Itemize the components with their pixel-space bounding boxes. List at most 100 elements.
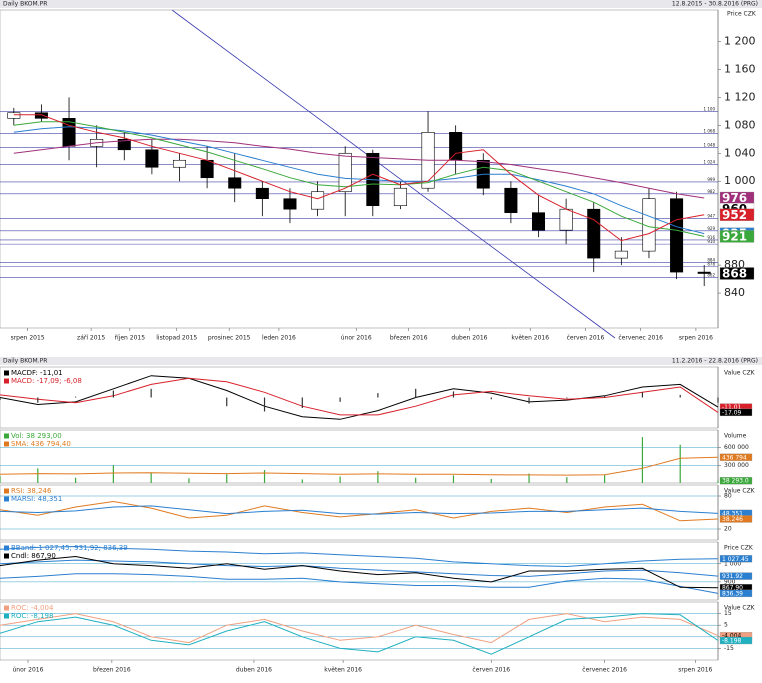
candle-body	[393, 187, 407, 206]
y-tick-label: 80	[724, 493, 732, 500]
candle-body	[200, 159, 214, 179]
price-tag-label: 867.90	[722, 585, 743, 592]
candle-body	[531, 212, 546, 231]
level-label: 878	[707, 261, 715, 266]
indicator-line	[0, 505, 719, 515]
price-tag-label: 931.92	[722, 573, 743, 580]
x-tick-label: listopad 2015	[156, 335, 197, 342]
indicator-bar	[566, 397, 568, 399]
indicator-bar	[112, 390, 114, 398]
legend-swatch	[4, 488, 9, 494]
legend-label: ROC: -8,198	[11, 612, 53, 620]
x-tick-label: prosinec 2015	[208, 335, 251, 342]
header-title: Daily BKOM.PR	[3, 358, 47, 365]
y-tick-label: 1 160	[724, 62, 756, 75]
level-label: 947	[707, 213, 715, 218]
price-tag	[719, 453, 753, 461]
indicator-line	[13, 138, 705, 199]
legend-swatch	[4, 441, 9, 447]
axis-unit: Volume	[724, 433, 747, 440]
axis-unit: Value CZK	[724, 605, 756, 612]
x-tick-label: únor 2016	[341, 335, 372, 342]
indicator-bar	[528, 473, 530, 483]
candle-body	[504, 187, 518, 213]
x-tick-label: srpen 2015	[11, 335, 45, 342]
legend-label: MACDF: -11,01	[11, 369, 63, 377]
x-tick-label: říjen 2015	[115, 335, 146, 342]
x-tick-label: červenec 2016	[582, 667, 627, 674]
indicator-bar	[37, 397, 39, 403]
indicator-bar	[717, 480, 719, 483]
indicator-bar	[263, 397, 266, 412]
candle-body	[670, 198, 684, 273]
indicator-bar	[641, 392, 644, 398]
indicator-bar	[263, 470, 266, 483]
legend-swatch	[4, 553, 9, 559]
price-tag-label: -4.004	[722, 633, 742, 640]
indicator-bar	[150, 388, 152, 398]
legend-label: SMA: 436 794,40	[11, 440, 71, 448]
indicator-bar	[226, 397, 228, 407]
price-tag-label: 38.246	[722, 516, 743, 523]
x-tick-label: září 2015	[77, 335, 105, 342]
price-tag-label: 436 794	[722, 454, 747, 461]
indicator-bar	[0, 475, 1, 483]
level-label: 929	[707, 226, 715, 231]
candle-body	[614, 250, 628, 259]
indicator-bar	[112, 465, 114, 483]
indicator-line	[13, 114, 705, 242]
indicator-bar	[74, 477, 77, 483]
y-tick-label: 1 000	[724, 560, 741, 567]
indicator-bar	[74, 396, 77, 398]
legend-swatch	[4, 370, 9, 376]
y-tick-label: 15	[724, 610, 732, 617]
indicator-bar	[717, 397, 719, 403]
price-tag-label: -8.198	[722, 638, 742, 645]
indicator-bar	[415, 388, 417, 398]
indicator-bar	[301, 397, 303, 408]
indicator-bar	[528, 397, 530, 404]
indicator-bar	[679, 394, 681, 398]
indicator-bar	[339, 476, 341, 483]
x-tick-label: srpen 2016	[679, 335, 713, 342]
level-label: 1 048	[704, 143, 716, 148]
legend-label: MACD: -17,09; -6,08	[11, 377, 82, 385]
legend-swatch	[4, 605, 9, 611]
axis-unit: Value CZK	[724, 488, 756, 495]
price-tag	[719, 515, 753, 523]
price-tag-label: 1 027.45	[722, 556, 749, 563]
legend-swatch	[4, 545, 9, 551]
axis-unit: Price CZK	[727, 11, 757, 18]
candle-body	[311, 191, 325, 210]
x-tick-label: duben 2016	[236, 667, 272, 674]
y-tick-label: 1 080	[724, 118, 756, 131]
x-tick-label: květen 2016	[324, 667, 362, 674]
header-bar	[0, 357, 762, 365]
y-tick-label: 1 200	[724, 34, 756, 47]
y-tick-label: -15	[724, 645, 734, 652]
candle-body	[7, 112, 21, 119]
x-tick-label: duben 2016	[451, 335, 487, 342]
indicator-bar	[0, 397, 1, 401]
y-tick-label: 840	[724, 286, 745, 299]
indicator-bar	[415, 477, 417, 483]
indicator-bar	[188, 478, 190, 483]
level-label: 862	[707, 273, 715, 278]
indicator-bar	[37, 468, 39, 483]
legend-label: ROC: -4,004	[11, 604, 54, 612]
indicator-bar	[301, 479, 303, 483]
x-tick-label: srpen 2016	[678, 667, 712, 674]
legend-label: RSI: 38,246	[11, 487, 52, 495]
legend-swatch	[4, 433, 9, 439]
price-tag	[719, 408, 753, 417]
x-tick-label: únor 2016	[13, 667, 44, 674]
price-tag-label: 868	[722, 266, 747, 280]
header-range: 12.8.2015 - 30.8.2016 (PRG)	[672, 1, 758, 8]
indicator-bar	[150, 472, 152, 483]
y-tick-label: 1 040	[724, 146, 756, 159]
y-tick-label: 300 000	[724, 462, 749, 469]
axis-unit: Price CZK	[724, 545, 754, 552]
candle-body	[338, 152, 352, 193]
legend-label: Vol: 38 293,00	[11, 432, 62, 440]
